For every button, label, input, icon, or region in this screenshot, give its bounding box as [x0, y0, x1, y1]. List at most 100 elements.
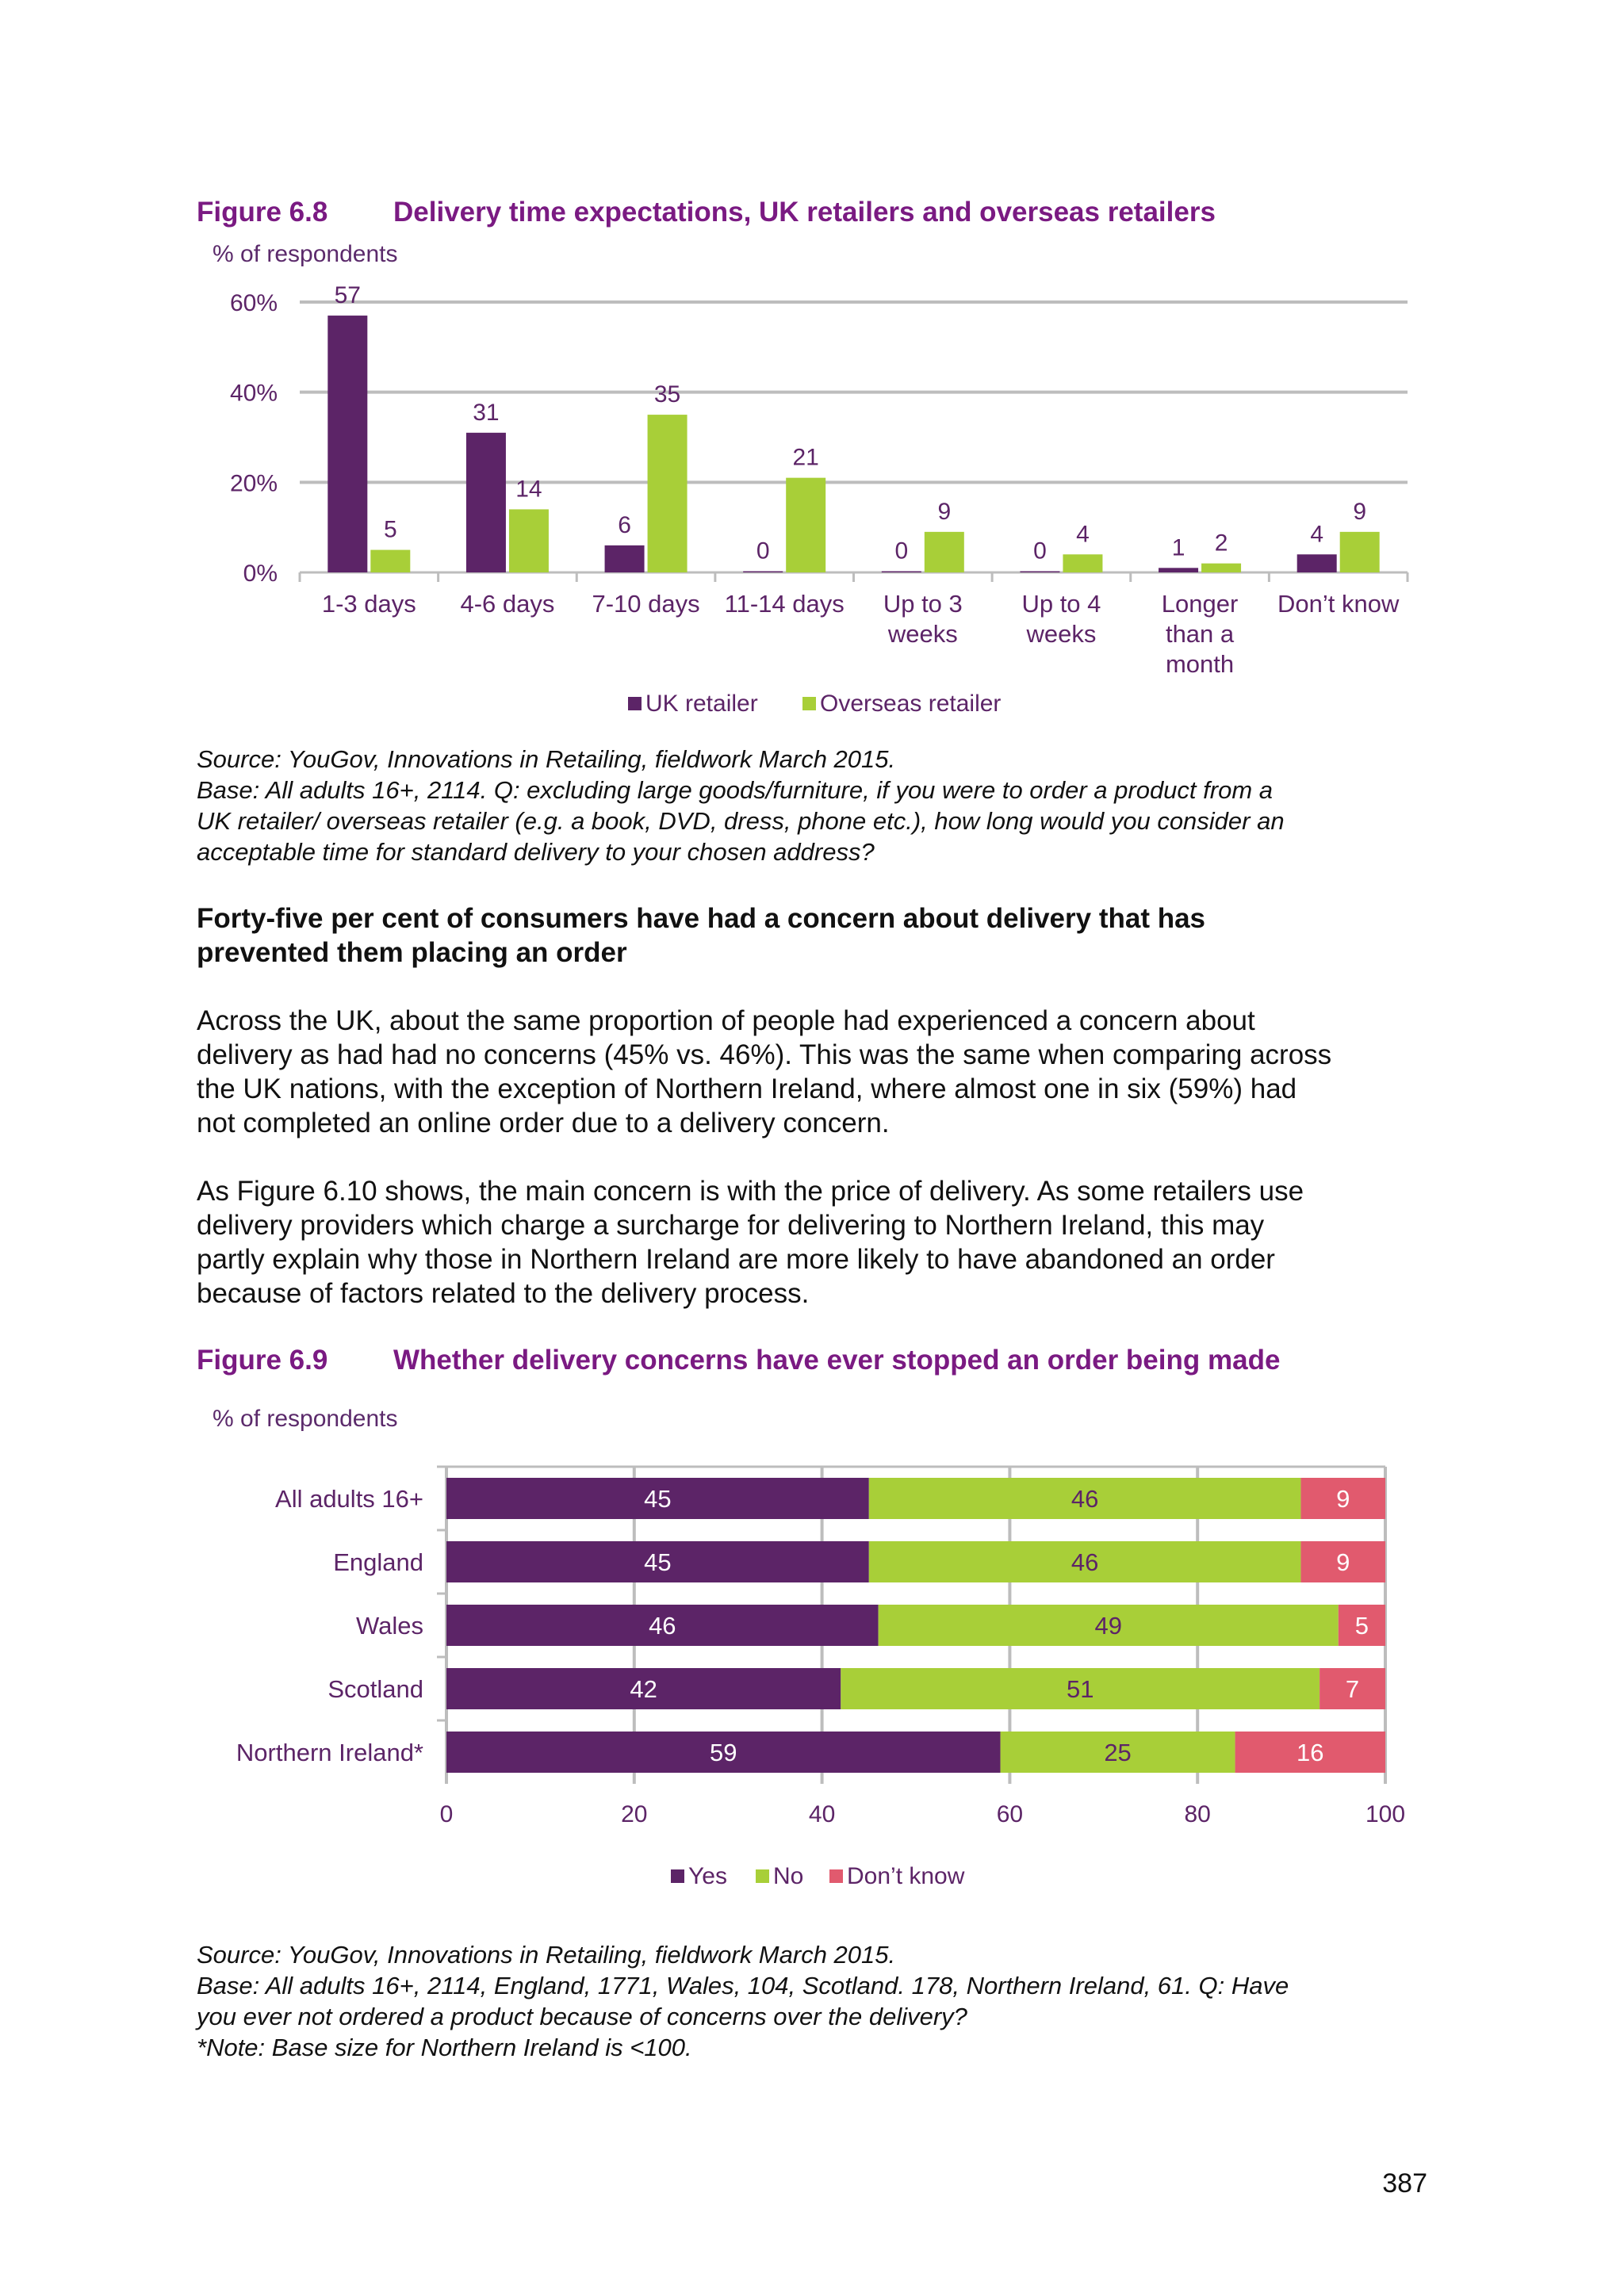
- data-label: 31: [473, 400, 499, 426]
- data-label: 21: [793, 445, 819, 471]
- legend-label: Overseas retailer: [820, 691, 1001, 717]
- bar-uk-retailer: [743, 571, 783, 572]
- paragraph-line: because of factors related to the delive…: [197, 1278, 810, 1309]
- footnote-line: *Note: Base size for Northern Ireland is…: [197, 2034, 692, 2061]
- bar-overseas-retailer: [370, 549, 411, 572]
- source-line: Source: YouGov, Innovations in Retailing…: [197, 1941, 896, 1969]
- body-paragraph-2: As Figure 6.10 shows, the main concern i…: [197, 1174, 1434, 1311]
- data-label: 4: [1310, 521, 1323, 547]
- data-label: 46: [649, 1612, 676, 1640]
- bar-segment-yes: [446, 1668, 841, 1709]
- x-tick-label: Longer: [1162, 590, 1239, 618]
- bar-overseas-retailer: [1063, 554, 1103, 572]
- bar-uk-retailer: [465, 432, 506, 572]
- paragraph-line: partly explain why those in Northern Ire…: [197, 1244, 1275, 1275]
- page-number: 387: [1382, 2168, 1427, 2198]
- chart-unit-label: % of respondents: [213, 1406, 398, 1432]
- data-label: 7: [1346, 1675, 1359, 1703]
- x-tick-label: 0: [440, 1801, 454, 1827]
- data-label: 2: [1215, 530, 1228, 557]
- bar-overseas-retailer: [1201, 563, 1242, 572]
- heading-line: Forty-five per cent of consumers have ha…: [197, 903, 1206, 934]
- base-line: Base: All adults 16+, 2114. Q: excluding…: [197, 776, 1274, 804]
- legend-swatch: [829, 1869, 843, 1883]
- heading-line: prevented them placing an order: [197, 937, 627, 968]
- source-line: Source: YouGov, Innovations in Retailing…: [197, 745, 896, 773]
- figure-caption: Whether delivery concerns have ever stop…: [393, 1345, 1281, 1376]
- figure-6-9-title: Figure 6.9 Whether delivery concerns have…: [197, 1345, 1280, 1376]
- paragraph-line: the UK nations, with the exception of No…: [197, 1073, 1297, 1104]
- legend-label: No: [773, 1863, 803, 1889]
- figure-6-9-source-note: Source: YouGov, Innovations in Retailing…: [197, 1939, 1434, 2063]
- x-tick-label: 11-14 days: [725, 590, 845, 618]
- bar-segment-don-t-know: [1235, 1732, 1385, 1773]
- data-label: 9: [1336, 1485, 1350, 1513]
- data-label: 46: [1071, 1548, 1098, 1576]
- y-tick-label: 20%: [230, 470, 278, 496]
- x-tick-label: Up to 4: [1021, 590, 1101, 618]
- legend-label: UK retailer: [645, 691, 758, 717]
- paragraph-line: not completed an online order due to a d…: [197, 1108, 890, 1138]
- delivery-concern-chart: 0 20 40 60 80 100 All adults 16+ 45 46 9 England 45…: [236, 1465, 1405, 1889]
- legend-swatch: [802, 697, 816, 710]
- bar-uk-retailer: [1020, 571, 1060, 572]
- section-heading: Forty-five per cent of consumers have ha…: [197, 901, 1465, 970]
- x-tick-label: 100: [1365, 1801, 1405, 1827]
- x-tick-label: Up to 3: [883, 590, 963, 618]
- paragraph-line: Across the UK, about the same proportion…: [197, 1005, 1255, 1036]
- data-label: 14: [515, 476, 542, 502]
- base-line: UK retailer/ overseas retailer (e.g. a b…: [197, 807, 1285, 835]
- bar-uk-retailer: [327, 316, 368, 572]
- bar-segment-no: [868, 1478, 1301, 1519]
- bar-segment-yes: [446, 1605, 879, 1646]
- figure-caption: Delivery time expectations, UK retailers…: [393, 197, 1216, 228]
- y-tick-label: Wales: [356, 1612, 423, 1640]
- bar-segment-don-t-know: [1300, 1541, 1385, 1582]
- bar-segment-don-t-know: [1300, 1478, 1385, 1519]
- data-label: 6: [618, 512, 631, 538]
- data-label: 45: [644, 1548, 671, 1576]
- data-label: 5: [1355, 1612, 1369, 1640]
- bar-uk-retailer: [1297, 554, 1337, 572]
- y-tick-label: Northern Ireland*: [236, 1739, 423, 1766]
- y-tick-label: 60%: [230, 290, 278, 316]
- x-tick-label: than a: [1166, 620, 1235, 648]
- base-line: you ever not ordered a product because o…: [197, 2003, 967, 2030]
- x-tick-label: 20: [621, 1801, 647, 1827]
- base-line: Base: All adults 16+, 2114, England, 177…: [197, 1972, 1289, 1999]
- bar-segment-yes: [446, 1541, 869, 1582]
- body-paragraph-1: Across the UK, about the same proportion…: [197, 1004, 1434, 1140]
- figure-6-8-title: Figure 6.8 Delivery time expectations, UK…: [197, 197, 1216, 228]
- bar-overseas-retailer: [1339, 531, 1380, 572]
- legend-swatch: [756, 1869, 769, 1883]
- base-line: acceptable time for standard delivery to…: [197, 838, 875, 866]
- data-label: 51: [1067, 1675, 1094, 1703]
- x-tick-label: 7-10 days: [592, 590, 699, 618]
- data-label: 49: [1094, 1612, 1121, 1640]
- bar-overseas-retailer: [924, 531, 964, 572]
- bar-segment-don-t-know: [1338, 1605, 1385, 1646]
- data-label: 16: [1297, 1739, 1323, 1766]
- x-tick-label: 40: [809, 1801, 835, 1827]
- data-label: 42: [630, 1675, 657, 1703]
- x-tick-label: 60: [997, 1801, 1023, 1827]
- data-label: 35: [654, 381, 680, 408]
- figure-number: Figure 6.8: [197, 197, 328, 228]
- data-label: 9: [1353, 499, 1366, 525]
- bar-segment-yes: [446, 1732, 1001, 1773]
- bar-overseas-retailer: [786, 477, 826, 572]
- x-tick-label: 80: [1185, 1801, 1211, 1827]
- bar-segment-no: [878, 1605, 1339, 1646]
- data-label: 4: [1076, 521, 1090, 547]
- y-tick-label: 40%: [230, 381, 278, 407]
- bar-segment-no: [841, 1668, 1320, 1709]
- data-label: 0: [894, 538, 908, 564]
- figure-number: Figure 6.9: [197, 1345, 328, 1376]
- bar-segment-yes: [446, 1478, 869, 1519]
- bar-uk-retailer: [1159, 568, 1199, 572]
- y-tick-label: Scotland: [327, 1675, 423, 1703]
- paragraph-line: delivery as had had no concerns (45% vs.…: [197, 1039, 1332, 1070]
- bar-overseas-retailer: [647, 415, 688, 572]
